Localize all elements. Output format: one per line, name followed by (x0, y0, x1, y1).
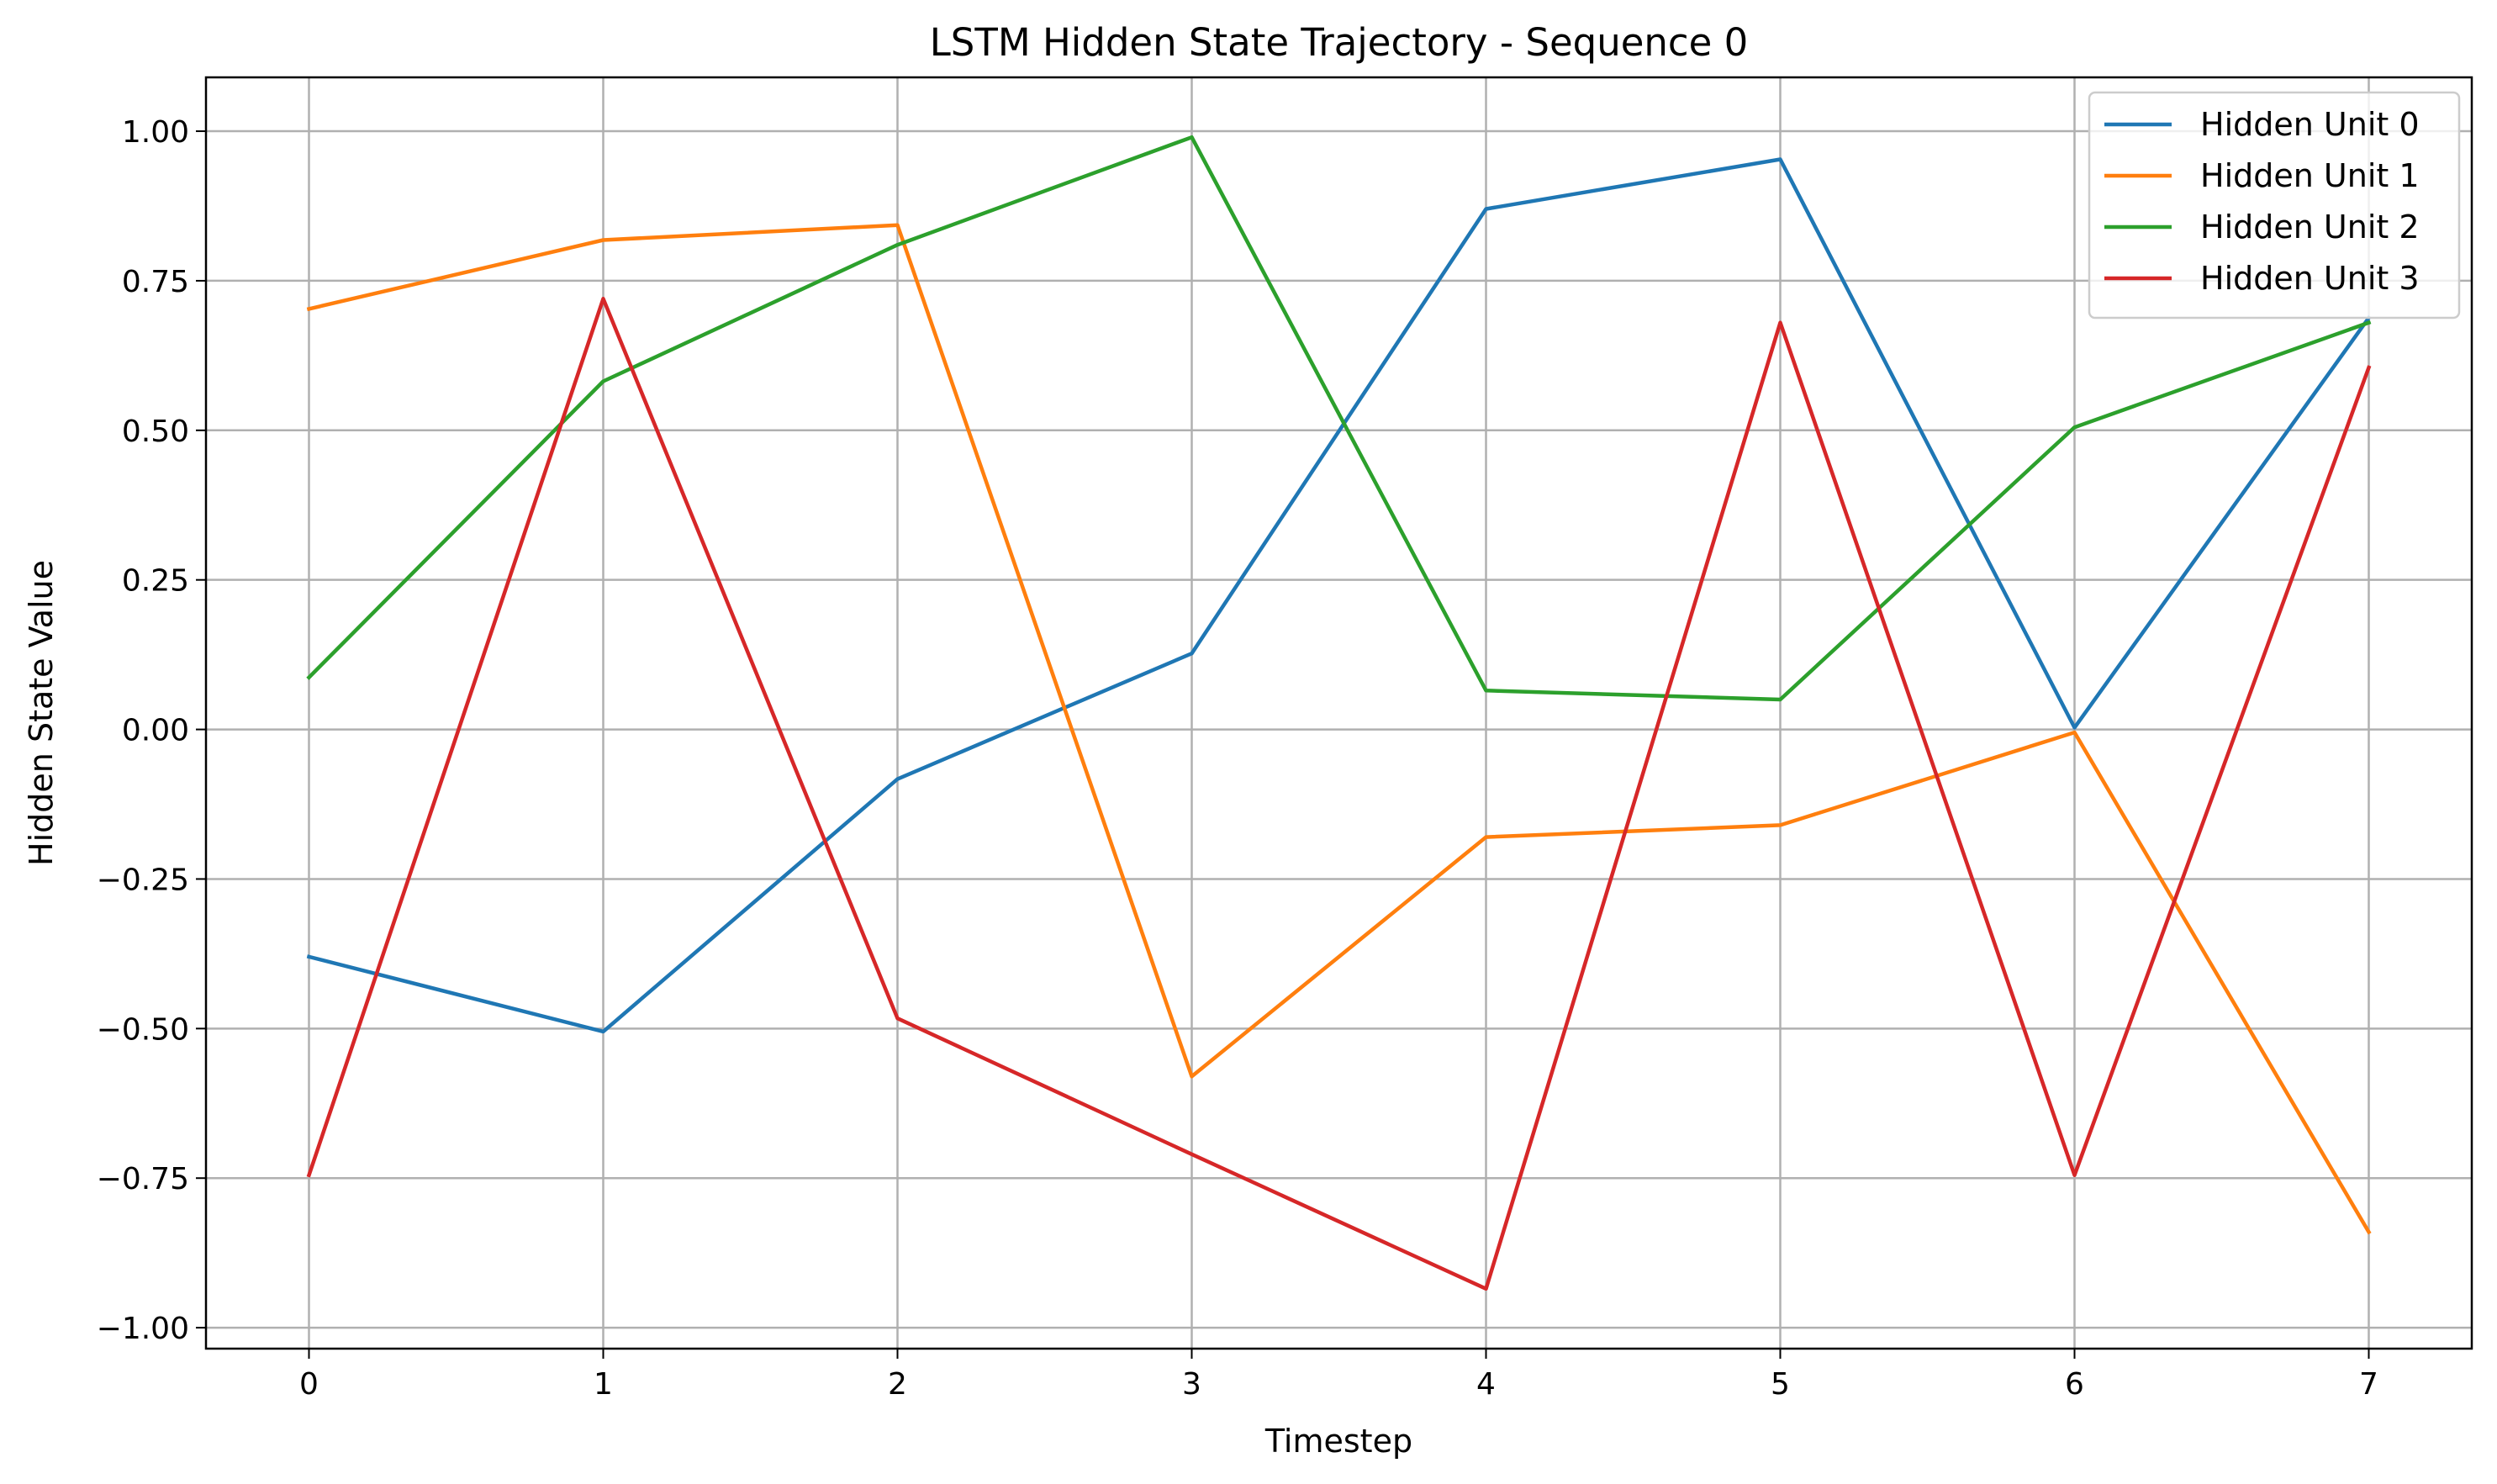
legend-label: Hidden Unit 2 (2200, 209, 2420, 246)
chart-title: LSTM Hidden State Trajectory - Sequence … (930, 20, 1749, 65)
legend-label: Hidden Unit 3 (2200, 260, 2420, 297)
legend-label: Hidden Unit 1 (2200, 157, 2420, 194)
y-tick-label: 0.50 (122, 415, 189, 449)
y-tick-label: −0.75 (97, 1162, 189, 1196)
x-tick-label: 3 (1182, 1367, 1201, 1402)
y-tick-label: −1.00 (97, 1312, 189, 1346)
y-tick-label: 0.25 (122, 564, 189, 599)
x-tick-label: 2 (888, 1367, 907, 1402)
x-tick-label: 0 (299, 1367, 319, 1402)
legend-box (2088, 91, 2461, 320)
y-tick-label: −0.25 (97, 863, 189, 897)
series-line-hidden-unit-1 (306, 223, 2372, 1235)
series-line-hidden-unit-2 (306, 135, 2372, 702)
x-tick-label: 6 (2065, 1367, 2084, 1402)
legend-label: Hidden Unit 0 (2200, 106, 2420, 143)
y-tick-label: 1.00 (122, 115, 189, 150)
plot-frame (204, 76, 2473, 1350)
series-line-hidden-unit-0 (306, 157, 2372, 1034)
axis-ticks: 0 1 2 3 4 5 6 7 1.00 0.75 0.50 0.25 0.00 −0.25 −0.50 −0… (97, 115, 2378, 1402)
x-axis-label: Timestep (1264, 1423, 1412, 1460)
series-lines (306, 135, 2372, 1291)
y-tick-label: 0.75 (122, 265, 189, 299)
y-axis-label: Hidden State Value (23, 560, 60, 866)
x-tick-label: 7 (2359, 1367, 2378, 1402)
y-tick-label: −0.50 (97, 1012, 189, 1047)
x-tick-label: 4 (1476, 1367, 1496, 1402)
y-tick-label: 0.00 (122, 714, 189, 748)
x-tick-label: 5 (1771, 1367, 1790, 1402)
legend: Hidden Unit 0 Hidden Unit 1 Hidden Unit 2 H… (2088, 91, 2461, 320)
series-line-hidden-unit-3 (306, 297, 2372, 1291)
x-tick-label: 1 (594, 1367, 613, 1402)
